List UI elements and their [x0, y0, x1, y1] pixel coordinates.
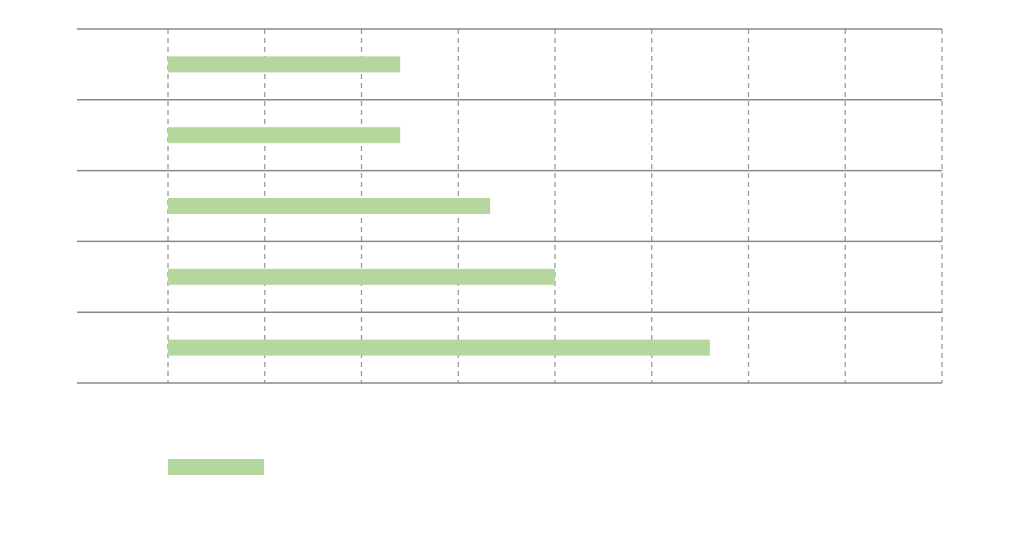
bar	[168, 127, 401, 144]
bar	[168, 198, 491, 214]
bar	[168, 56, 401, 73]
legend-swatch	[168, 459, 264, 475]
bar	[168, 339, 710, 356]
bar	[168, 268, 555, 285]
